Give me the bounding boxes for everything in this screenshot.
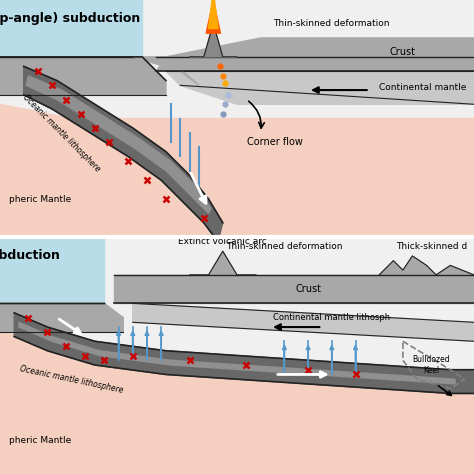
- Text: Thin-skinned deformation: Thin-skinned deformation: [273, 19, 390, 28]
- Polygon shape: [190, 24, 237, 57]
- Polygon shape: [209, 0, 218, 28]
- Text: Extinct volcanic arc: Extinct volcanic arc: [178, 237, 267, 246]
- Text: pheric Mantle: pheric Mantle: [9, 195, 72, 203]
- Polygon shape: [0, 379, 474, 474]
- Polygon shape: [24, 66, 223, 242]
- Polygon shape: [0, 57, 166, 95]
- Polygon shape: [26, 76, 211, 213]
- Polygon shape: [0, 118, 474, 237]
- Polygon shape: [156, 38, 474, 71]
- Polygon shape: [379, 256, 474, 303]
- Text: Crust: Crust: [295, 284, 321, 294]
- Text: Thin-skinned deformation: Thin-skinned deformation: [226, 242, 343, 251]
- Text: Bulldozed
Keel: Bulldozed Keel: [412, 356, 450, 374]
- Text: Crust: Crust: [390, 47, 416, 57]
- Polygon shape: [0, 303, 123, 332]
- Polygon shape: [0, 0, 142, 57]
- Text: abduction: abduction: [0, 249, 60, 263]
- Polygon shape: [0, 104, 474, 237]
- Polygon shape: [166, 71, 474, 104]
- Text: Oceanic mantle lithosphere: Oceanic mantle lithosphere: [21, 92, 102, 173]
- Text: Corner flow: Corner flow: [247, 137, 303, 147]
- Polygon shape: [114, 275, 474, 303]
- Text: Continental mantle lithosph: Continental mantle lithosph: [273, 313, 391, 322]
- Text: pheric Mantle: pheric Mantle: [9, 437, 72, 445]
- Text: ep-angle) subduction: ep-angle) subduction: [0, 12, 140, 26]
- Polygon shape: [133, 57, 199, 85]
- Polygon shape: [0, 237, 474, 474]
- Polygon shape: [190, 251, 256, 275]
- Text: Thick-skinned d: Thick-skinned d: [396, 242, 467, 251]
- Polygon shape: [0, 332, 474, 474]
- Polygon shape: [19, 322, 455, 384]
- Text: Oceanic mantle lithosphere: Oceanic mantle lithosphere: [18, 364, 124, 394]
- Polygon shape: [0, 0, 474, 237]
- Polygon shape: [0, 237, 104, 303]
- Polygon shape: [14, 313, 474, 393]
- Polygon shape: [206, 0, 220, 33]
- Polygon shape: [133, 303, 474, 341]
- Text: Continental mantle: Continental mantle: [379, 83, 466, 92]
